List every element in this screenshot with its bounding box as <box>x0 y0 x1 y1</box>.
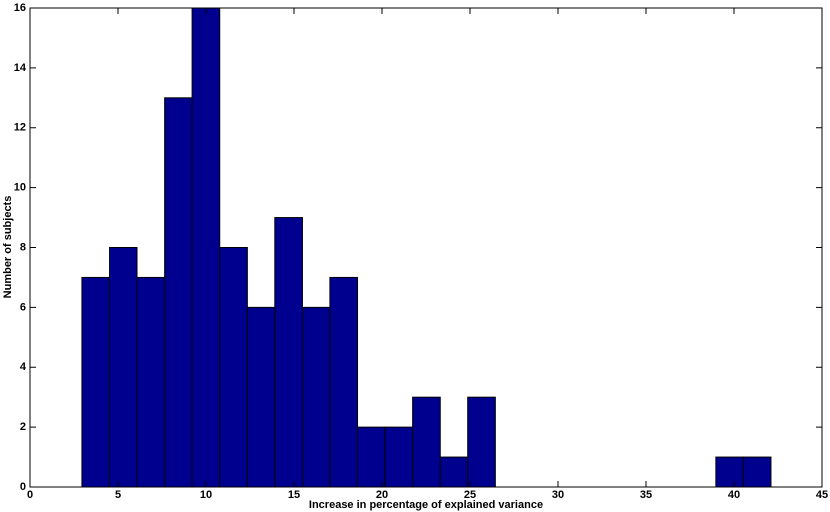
bar <box>164 97 193 488</box>
x-tick-label: 0 <box>27 489 33 501</box>
y-tick-label: 16 <box>14 2 26 14</box>
y-tick-label: 0 <box>20 481 26 493</box>
bar <box>191 7 221 488</box>
y-axis-label: Number of subjects <box>2 196 14 299</box>
bar <box>246 306 276 488</box>
x-tick-label: 40 <box>728 489 740 501</box>
bar <box>357 426 386 488</box>
y-tick-label: 14 <box>14 62 27 74</box>
bar <box>136 276 166 488</box>
bar <box>301 306 331 488</box>
bar <box>329 276 359 488</box>
x-tick-label: 25 <box>464 489 476 501</box>
bar <box>274 217 303 488</box>
bar <box>715 456 744 488</box>
x-tick-label: 20 <box>376 489 388 501</box>
x-tick-label: 10 <box>200 489 212 501</box>
y-tick-label: 10 <box>14 182 26 194</box>
bar <box>439 456 469 488</box>
x-tick-label: 15 <box>288 489 300 501</box>
x-tick-label: 35 <box>640 489 652 501</box>
bar <box>219 247 248 488</box>
bar <box>467 396 496 488</box>
bar <box>412 396 441 488</box>
bar <box>109 247 138 488</box>
y-tick-label: 8 <box>20 241 26 253</box>
bar <box>742 456 772 488</box>
y-tick-label: 6 <box>20 301 26 313</box>
bar <box>384 426 414 488</box>
x-tick-label: 5 <box>115 489 121 501</box>
y-tick-label: 12 <box>14 122 26 134</box>
x-tick-label: 30 <box>552 489 564 501</box>
y-tick-label: 4 <box>20 361 27 373</box>
x-tick-label: 45 <box>816 489 828 501</box>
x-axis-label: Increase in percentage of explained vari… <box>309 499 543 511</box>
bar <box>81 276 111 488</box>
y-tick-label: 2 <box>20 421 26 433</box>
